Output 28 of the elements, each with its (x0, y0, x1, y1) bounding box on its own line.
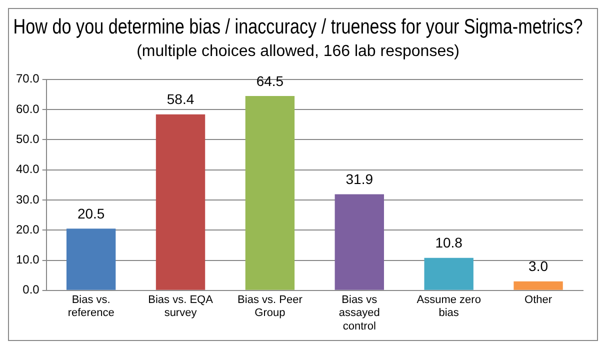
x-tick-label: Bias vs. EQA survey (148, 294, 214, 320)
data-label: 31.9 (346, 171, 374, 188)
bar (514, 281, 563, 290)
x-tick-label: Bias vs assayed control (338, 294, 380, 332)
bar (245, 96, 295, 290)
y-tick-label: 60.0 (16, 102, 40, 116)
bar (334, 194, 384, 290)
y-tick-label: 20.0 (16, 222, 40, 236)
bar (424, 258, 474, 290)
x-tick-label: Bias vs. reference (68, 294, 114, 320)
data-label: 20.5 (77, 205, 105, 222)
x-tick-label: Bias vs. Peer Group (238, 294, 303, 320)
data-label: 10.8 (435, 234, 463, 251)
y-tick-label: 30.0 (16, 192, 40, 206)
y-tick-label: 40.0 (16, 162, 40, 176)
chart-subtitle: (multiple choices allowed, 166 lab responses) (136, 43, 460, 60)
bar (156, 114, 206, 290)
y-tick-label: 0.0 (22, 282, 40, 297)
x-tick-label: Other (524, 294, 552, 306)
data-label: 64.5 (256, 72, 284, 89)
y-tick-label: 10.0 (16, 252, 40, 267)
chart-title: How do you determine bias / inaccuracy / trueness for your Sigma-metrics? (13, 16, 583, 39)
y-tick-label: 70.0 (16, 72, 40, 86)
data-label: 3.0 (528, 258, 548, 274)
x-tick-label: Assume zero bias (416, 294, 481, 320)
data-label: 58.4 (166, 91, 194, 108)
bar (66, 228, 116, 290)
y-tick-label: 50.0 (16, 132, 40, 146)
